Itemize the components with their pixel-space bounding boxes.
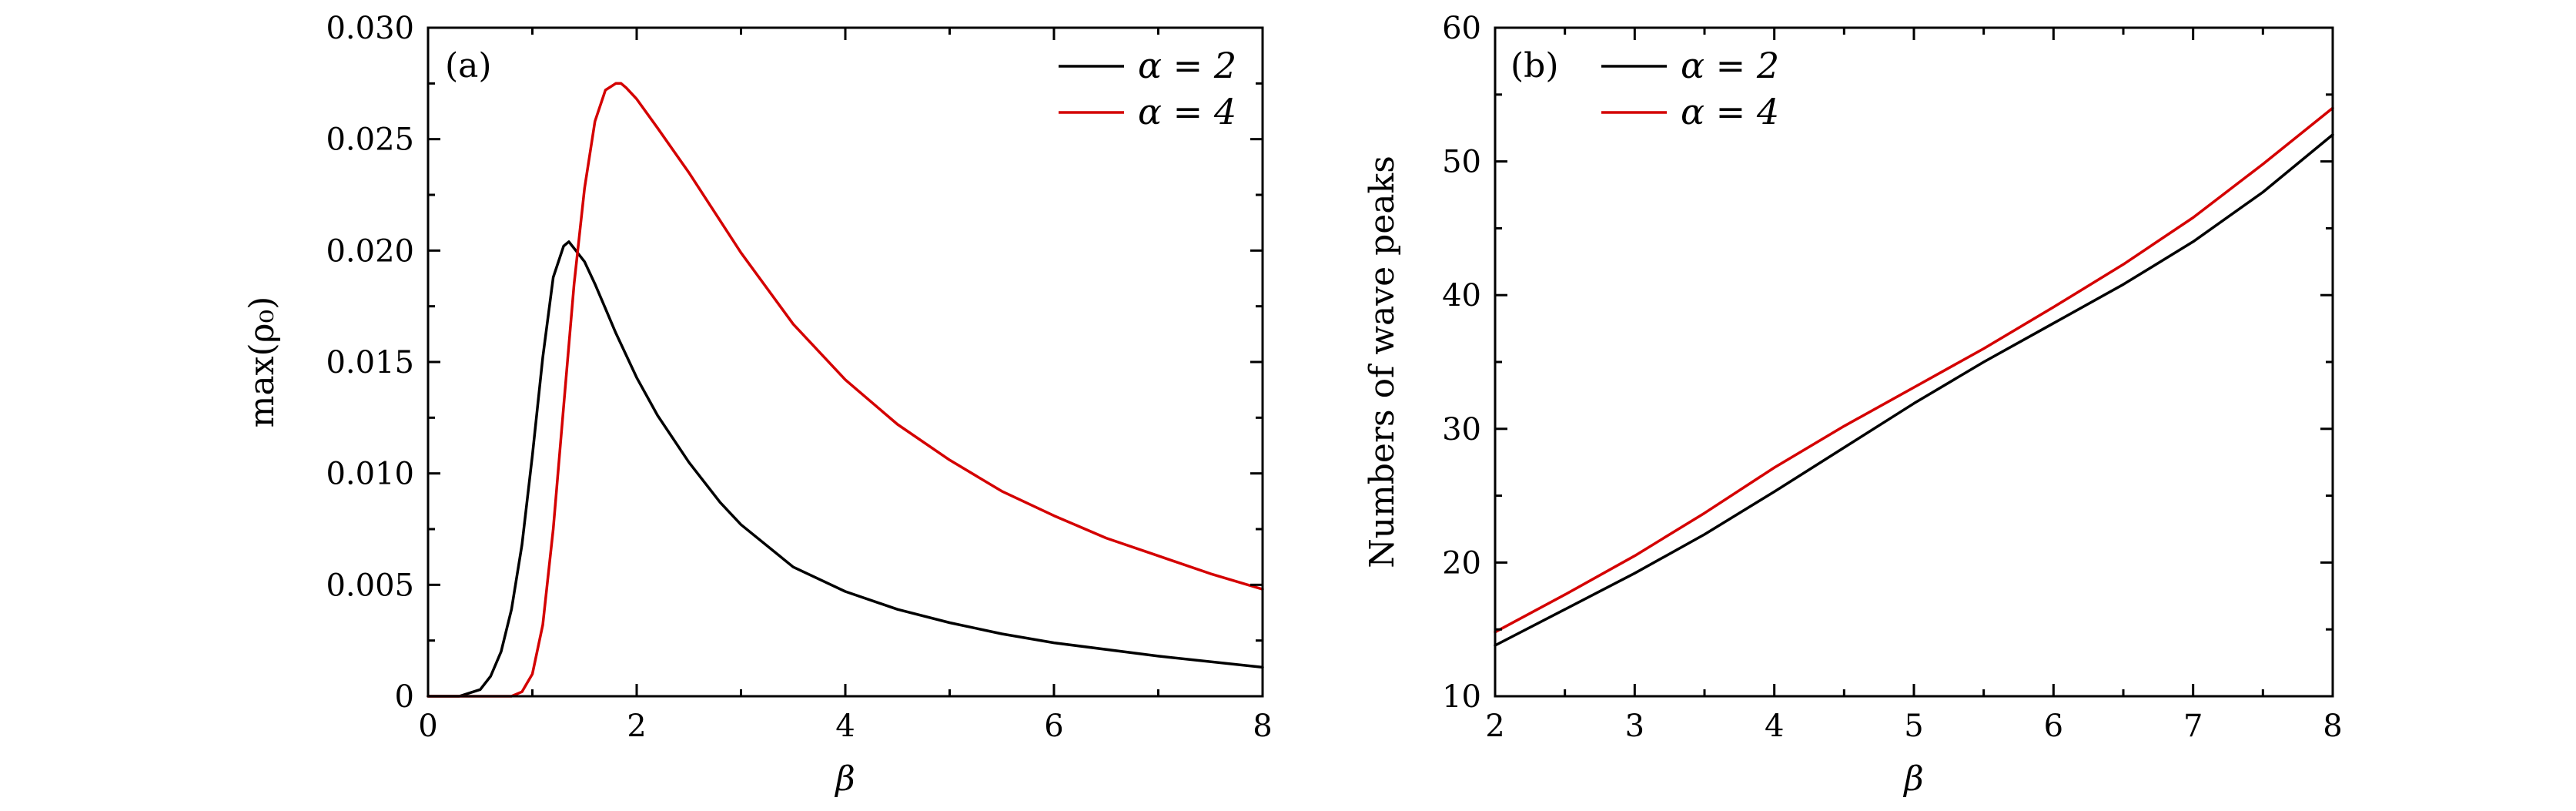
- y-axis-label: Numbers of wave peaks: [1363, 156, 1402, 568]
- y-tick-label: 0.010: [326, 457, 414, 492]
- y-tick-label: 0.015: [326, 345, 414, 380]
- panel-label: (a): [445, 46, 492, 85]
- y-tick-label: 0.030: [326, 11, 414, 46]
- y-tick-label: 50: [1442, 145, 1481, 180]
- y-tick-label: 20: [1442, 545, 1481, 581]
- plot-frame: [1494, 26, 2334, 698]
- panel-label: (b): [1510, 46, 1559, 85]
- y-tick-label: 0: [395, 679, 414, 715]
- x-axis-label: β: [1902, 759, 1923, 799]
- y-axis-label: max(ρ₀): [243, 297, 282, 428]
- y-tick-label: 10: [1442, 679, 1481, 715]
- y-tick-label: 60: [1442, 11, 1481, 46]
- panel-a: 0 2 4 6 8 0 0.005 0.010 0.015 0.020 0.025 0.030 β max…: [243, 11, 1273, 799]
- series-line-alpha-2: [1494, 133, 2334, 647]
- x-tick-label: 3: [1625, 709, 1644, 744]
- x-tick-label: 6: [1044, 709, 1063, 744]
- y-tick-label: 30: [1442, 412, 1481, 447]
- x-tick-label: 2: [627, 709, 646, 744]
- x-tick-label: 7: [2183, 709, 2203, 744]
- x-tick-label: 4: [1765, 709, 1784, 744]
- x-tick-label: 2: [1485, 709, 1504, 744]
- panel-b: 2 3 4 5 6 7 8 10 20 30 40 50 60 β Numbers of wave peak…: [1363, 11, 2343, 799]
- legend-label-alpha-2: α = 2: [1681, 45, 1779, 86]
- x-axis-label: β: [834, 759, 855, 799]
- x-tick-label: 5: [1904, 709, 1923, 744]
- series-line-alpha-4: [427, 82, 1264, 698]
- legend-label-alpha-2: α = 2: [1138, 45, 1236, 86]
- y-tick-label: 0.025: [326, 122, 414, 158]
- y-tick-label: 40: [1442, 278, 1481, 313]
- y-tick-label: 0.005: [326, 568, 414, 603]
- legend-label-alpha-4: α = 4: [1681, 91, 1779, 132]
- x-tick-label: 0: [418, 709, 437, 744]
- x-tick-label: 8: [1253, 709, 1272, 744]
- legend-label-alpha-4: α = 4: [1138, 91, 1236, 132]
- x-tick-label: 6: [2044, 709, 2063, 744]
- y-tick-label: 0.020: [326, 233, 414, 269]
- x-tick-label: 8: [2323, 709, 2342, 744]
- series-line-alpha-4: [1494, 106, 2334, 634]
- series-line-alpha-2: [427, 240, 1264, 698]
- x-tick-label: 4: [835, 709, 855, 744]
